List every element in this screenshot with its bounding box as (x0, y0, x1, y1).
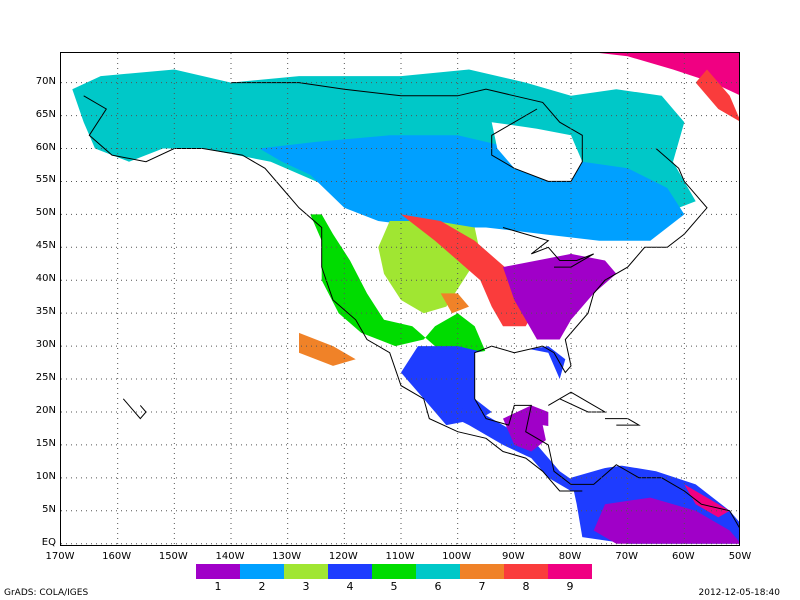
coastline-pacific (83, 95, 583, 492)
lon-tick-label: 150W (158, 551, 188, 562)
region-cat-1b (503, 405, 549, 452)
region-cat-4b (429, 405, 588, 491)
lon-tick-label: 170W (45, 551, 75, 562)
legend-label: 2 (258, 580, 266, 593)
cuba-outline (548, 391, 607, 413)
legend-swatch-4 (328, 564, 372, 579)
legend-swatch-6 (416, 564, 460, 579)
lon-tick-label: 60W (672, 551, 695, 562)
lon-tick-label: 100W (442, 551, 472, 562)
lat-tick-label: 40N (35, 273, 56, 285)
hawaii-outline (122, 398, 147, 420)
region-cat-9b (684, 484, 730, 518)
lat-tick-label: 20N (35, 404, 56, 416)
lat-tick-label: 25N (35, 372, 56, 384)
lat-tick-label: 70N (35, 75, 56, 87)
great-lakes-outline (502, 227, 594, 268)
coastline-atlantic (474, 148, 708, 374)
legend-swatch-1 (196, 564, 240, 579)
lon-tick-label: 70W (615, 551, 638, 562)
legend-swatch-3 (284, 564, 328, 579)
legend-swatch-5 (372, 564, 416, 579)
credit-text: GrADS: COLA/IGES (4, 588, 89, 598)
legend-label: 6 (434, 580, 442, 593)
map-panel (60, 52, 740, 546)
lat-tick-label: 30N (35, 339, 56, 351)
region-cat-8 (401, 214, 537, 327)
region-cat-5 (310, 214, 486, 366)
legend-label: 9 (566, 580, 574, 593)
legend-label: 3 (302, 580, 310, 593)
hispaniola-outline (605, 418, 641, 426)
lat-tick-label: 50N (35, 207, 56, 219)
lat-tick-label: 45N (35, 240, 56, 252)
lat-tick-label: 15N (35, 437, 56, 449)
lon-tick-label: 130W (272, 551, 302, 562)
lon-tick-label: 140W (215, 551, 245, 562)
lat-tick-label: 10N (35, 470, 56, 482)
region-cat-1 (503, 253, 617, 340)
legend-label: 1 (214, 580, 222, 593)
caribbean-sea (542, 425, 673, 472)
legend-label: 7 (478, 580, 486, 593)
gulf-of-mexico (474, 346, 560, 412)
coastline-gulf-caribbean (474, 372, 739, 529)
legend-label: 5 (390, 580, 398, 593)
lon-tick-label: 120W (328, 551, 358, 562)
lat-tick-label: 60N (35, 141, 56, 153)
legend-swatch-9 (548, 564, 592, 579)
region-cat-7b (440, 293, 469, 314)
lon-tick-label: 80W (558, 551, 582, 562)
legend-swatch-8 (504, 564, 548, 579)
lat-tick-label: 55N (35, 174, 56, 186)
hudson-bay (491, 122, 583, 182)
lat-tick-label: EQ (41, 536, 56, 548)
legend-swatch-2 (240, 564, 284, 579)
lat-tick-label: 65N (35, 108, 56, 120)
legend-swatch-7 (460, 564, 504, 579)
legend-label: 8 (522, 580, 530, 593)
lon-tick-label: 50W (728, 551, 752, 562)
timestamp-text: 2012-12-05-18:40 (698, 588, 781, 598)
lat-tick-label: 35N (35, 306, 56, 318)
legend-label: 4 (346, 580, 354, 593)
region-cat-9 (599, 53, 739, 95)
lon-tick-label: 160W (102, 551, 132, 562)
lat-tick-label: 5N (42, 503, 56, 515)
region-cat-1c (593, 497, 739, 544)
region-cat-7 (299, 332, 356, 366)
map-plot (61, 53, 739, 545)
lon-tick-label: 110W (385, 551, 415, 562)
lon-tick-label: 90W (502, 551, 525, 562)
